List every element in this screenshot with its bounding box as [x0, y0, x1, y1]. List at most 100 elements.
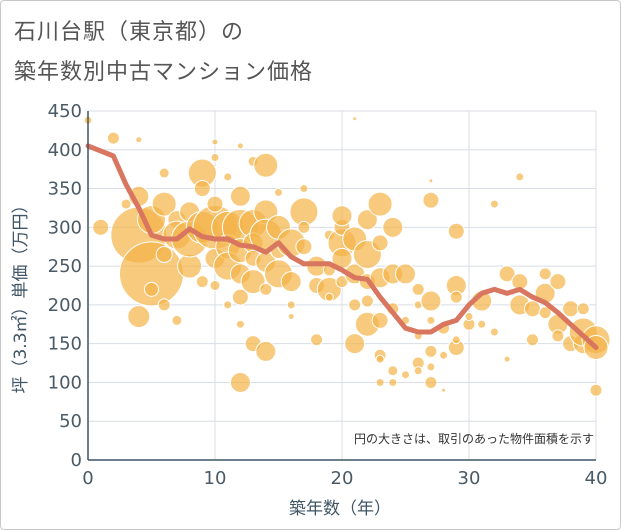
trend-line — [85, 143, 599, 350]
bubble-point — [549, 273, 567, 291]
x-tick-label: 40 — [585, 468, 608, 489]
bubble-point — [562, 300, 580, 318]
bubble-point — [441, 387, 447, 393]
bubble-point — [236, 142, 244, 150]
bubble-point — [155, 245, 173, 263]
y-tick-label: 450 — [48, 101, 82, 122]
bubble-point — [451, 335, 461, 345]
bubble-point — [538, 267, 552, 281]
bubble-point — [331, 205, 353, 227]
bubble-point — [280, 271, 302, 293]
y-tick-label: 200 — [48, 295, 82, 316]
x-tick-label: 30 — [458, 468, 481, 489]
bubble-point — [299, 184, 309, 194]
bubble-point — [426, 362, 436, 372]
bubble-point — [255, 340, 277, 362]
bubble-point — [287, 313, 295, 321]
bubbles — [83, 115, 611, 397]
bubble-point — [127, 305, 151, 329]
bubble-point — [171, 314, 183, 326]
y-tick-label: 350 — [48, 179, 82, 200]
bubble-point — [259, 282, 273, 296]
size-annotation: 円の大きさは、取引のあった物件面積を示す — [354, 431, 594, 446]
chart-title-line1: 石川台駅（東京都）の — [14, 20, 245, 45]
bubble-point — [229, 185, 251, 207]
bubble-point — [120, 198, 132, 210]
bubble-point — [229, 371, 251, 393]
bubble-point — [589, 383, 603, 397]
chart-title-line2: 築年数別中古マンション価格 — [14, 60, 314, 85]
bubble-point — [344, 333, 366, 355]
bubble-point — [477, 319, 487, 329]
bubble-point — [576, 302, 590, 316]
bubble-point — [538, 306, 552, 320]
bubble-point — [223, 172, 233, 182]
bubble-point — [489, 199, 499, 209]
y-tick-label: 250 — [48, 256, 82, 277]
bubble-point — [240, 269, 266, 295]
bubble-point — [352, 116, 358, 122]
bubble-point — [371, 311, 389, 329]
y-tick-label: 100 — [48, 372, 82, 393]
bubble-point — [503, 355, 511, 363]
bubble-point — [324, 292, 334, 302]
bubble-point — [526, 333, 539, 347]
bubble-point — [371, 234, 389, 252]
bubble-point — [253, 152, 279, 178]
bubble-point — [411, 282, 425, 296]
bubble-point — [206, 195, 224, 213]
bubble-point — [157, 298, 171, 312]
bubble-point — [439, 350, 449, 360]
bubble-point — [413, 366, 423, 376]
x-tick-label: 20 — [331, 468, 354, 489]
bubble-point — [286, 300, 296, 310]
y-tick-label: 150 — [48, 334, 82, 355]
bubble-point — [428, 178, 434, 184]
x-tick-label: 10 — [204, 468, 227, 489]
bubble-point — [387, 365, 399, 377]
bubble-point — [375, 377, 385, 387]
bubble-point — [195, 275, 209, 289]
bubble-point — [424, 344, 438, 358]
x-tick-label: 0 — [82, 468, 93, 489]
y-tick-label: 0 — [71, 450, 82, 471]
bubble-point — [210, 153, 220, 163]
bubble-point — [297, 220, 311, 234]
bubble-point — [498, 265, 516, 283]
bubble-point — [375, 354, 385, 364]
bubble-point — [106, 131, 120, 145]
y-tick-label: 400 — [48, 140, 82, 161]
tick-labels: 0 50 100 150 200 250 300 350 400 450 0 10 20 30 40 — [48, 101, 608, 489]
bubble-point — [424, 375, 438, 389]
bubble-point — [92, 218, 110, 236]
bubble-point — [360, 294, 374, 308]
axes — [87, 111, 596, 461]
bubble-point — [401, 370, 410, 380]
bubble-point — [382, 216, 404, 238]
x-axis-title: 築年数（年） — [289, 499, 391, 519]
bubble-point — [135, 136, 143, 144]
bubble-point — [395, 263, 416, 285]
bubble-point — [144, 281, 159, 297]
bubble-point — [223, 300, 233, 310]
bubble-point — [274, 187, 283, 197]
y-axis-title: 坪（3.3㎡）単価（万円） — [11, 196, 31, 393]
bubble-point — [367, 191, 393, 217]
bubble-point — [388, 377, 398, 387]
y-tick-label: 300 — [48, 217, 82, 238]
bubble-point — [151, 191, 177, 217]
bubble-point — [177, 253, 203, 279]
bubble-point — [193, 180, 211, 198]
bubble-point — [158, 167, 170, 179]
bubble-point — [551, 329, 565, 343]
bubble-point — [422, 191, 440, 209]
bubble-point — [211, 138, 219, 146]
bubble-point — [464, 312, 474, 322]
bubble-point — [235, 319, 245, 329]
bubble-point — [524, 300, 541, 318]
bubble-point — [489, 327, 499, 337]
bubble-point — [449, 290, 463, 304]
bubble-point — [356, 209, 378, 231]
bubble-point — [348, 298, 362, 312]
